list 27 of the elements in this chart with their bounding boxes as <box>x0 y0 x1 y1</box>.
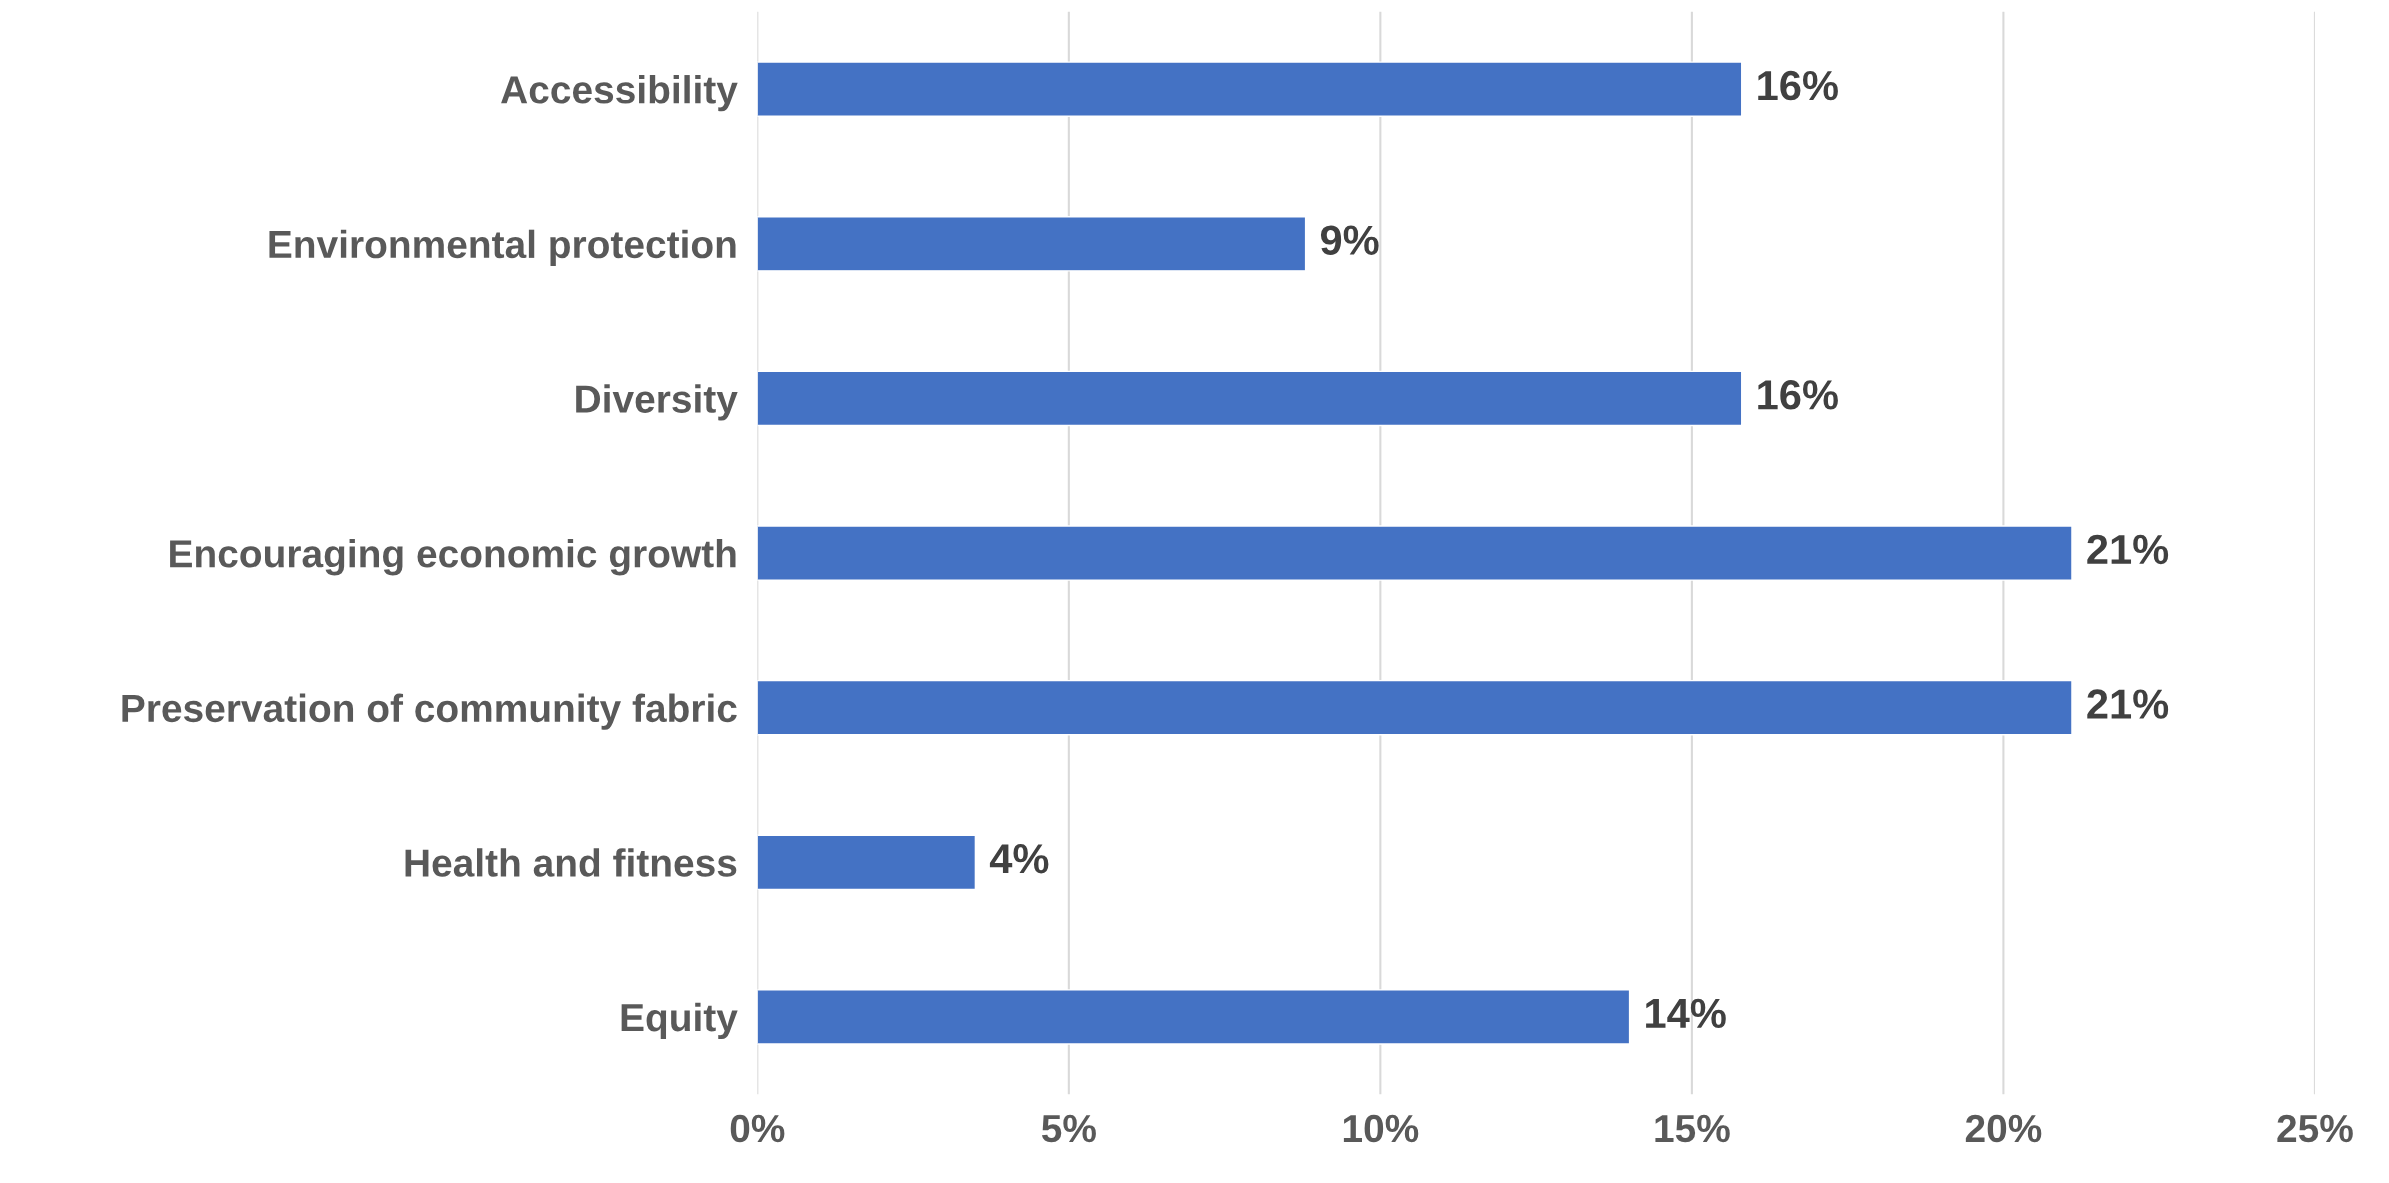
y-tick-label: Encouraging economic growth <box>170 538 736 576</box>
bar <box>757 370 1743 427</box>
bar <box>757 834 977 891</box>
y-tick-label: Preservation of community fabric <box>122 693 737 730</box>
data-label: 21% <box>2087 689 2169 719</box>
bar <box>757 679 2073 736</box>
y-tick-label: Environmental protection <box>269 229 736 266</box>
bar <box>757 216 1307 272</box>
bar <box>757 61 1743 117</box>
data-label: 14% <box>1646 998 1726 1029</box>
x-tick-label: 20% <box>1965 1114 2042 1143</box>
x-tick-label: 5% <box>1041 1114 1096 1143</box>
y-tick-label: Health and fitness <box>405 848 737 877</box>
bar <box>757 989 1631 1045</box>
data-label: 16% <box>1758 70 1838 101</box>
x-tick-label: 25% <box>2277 1114 2353 1143</box>
data-label: 21% <box>2087 534 2169 565</box>
data-label: 16% <box>1758 380 1838 410</box>
y-tick-label: Equity <box>621 1002 738 1040</box>
bar <box>757 525 2073 581</box>
data-label: 4% <box>989 844 1049 874</box>
x-tick-label: 10% <box>1343 1114 1419 1143</box>
x-tick-label: 0% <box>730 1114 785 1143</box>
data-label: 9% <box>1320 225 1379 255</box>
y-tick-label: Accessibility <box>501 75 738 112</box>
y-tick-label: Diversity <box>576 384 738 421</box>
x-tick-label: 15% <box>1655 1114 1730 1143</box>
